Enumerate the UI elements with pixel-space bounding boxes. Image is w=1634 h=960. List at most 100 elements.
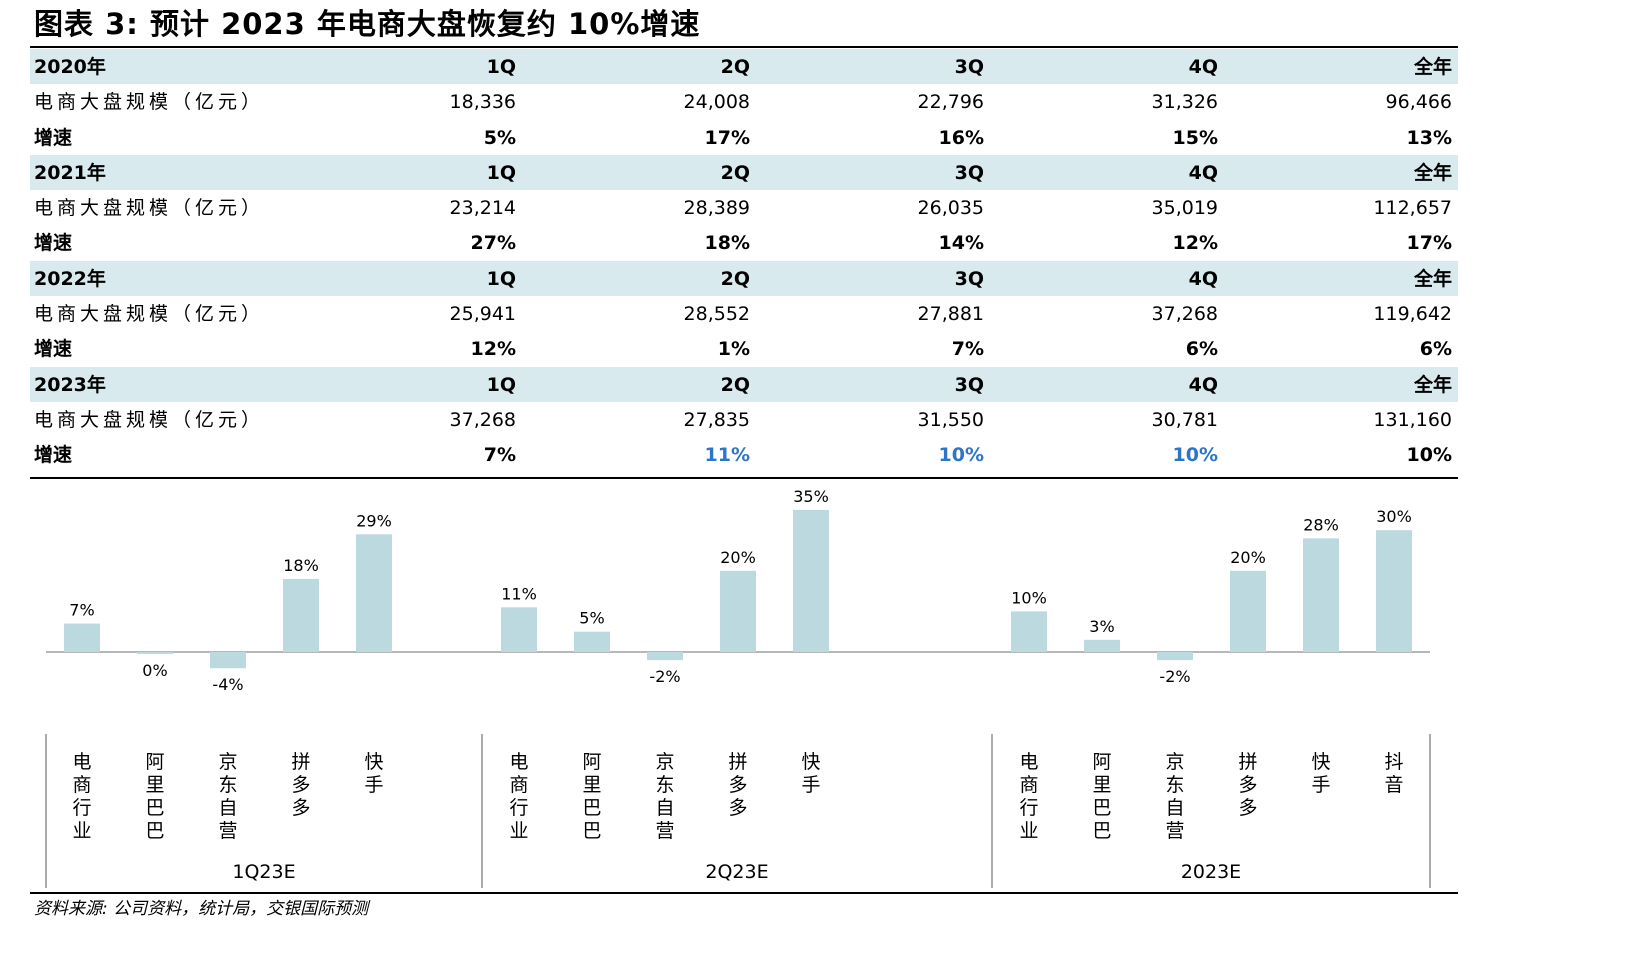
category-label-char: 多: [291, 797, 310, 819]
data-label: 20%: [720, 548, 756, 567]
scale-row: 电商大盘规模（亿元） 18,336 24,008 22,796 31,326 96,466: [30, 84, 1458, 119]
table-cell: 3Q: [954, 161, 984, 184]
table-cell: 5%: [483, 126, 516, 149]
data-label: 7%: [69, 601, 94, 620]
table-top-rule: [30, 46, 1458, 48]
table-cell: 18,336: [449, 91, 516, 114]
category-label-char: 业: [72, 820, 91, 842]
table-cell: 22,796: [917, 91, 984, 114]
table-cell: 全年: [1413, 373, 1452, 396]
row-label: 电商大盘规模（亿元）: [34, 197, 265, 220]
table-cell: 17%: [704, 126, 750, 149]
scale-row: 电商大盘规模（亿元） 37,268 27,835 31,550 30,781 131,16…: [30, 402, 1458, 437]
bar: [137, 652, 173, 654]
bar: [1157, 652, 1193, 661]
category-label-char: 东: [1165, 774, 1184, 796]
category-label-char: 快: [1311, 751, 1330, 773]
table-cell: 35,019: [1151, 197, 1218, 220]
table-cell: 10%: [1406, 444, 1452, 467]
table-cell: 1Q: [486, 56, 516, 78]
bar: [1230, 570, 1266, 652]
data-label: 28%: [1303, 515, 1339, 534]
category-label-char: 音: [1384, 774, 1403, 796]
table-cell: 4Q: [1188, 267, 1218, 290]
category-label-char: 东: [655, 774, 674, 796]
category-label-char: 行: [1019, 797, 1038, 819]
data-label: 30%: [1376, 507, 1412, 526]
category-label-char: 巴: [145, 797, 164, 819]
table-cell: 全年: [1413, 56, 1452, 78]
category-label-char: 商: [1019, 774, 1038, 796]
category-label-char: 拼: [1238, 751, 1257, 773]
category-label-char: 快: [364, 751, 383, 773]
table-cell: 26,035: [917, 197, 984, 220]
group-label: 2Q23E: [705, 861, 768, 883]
table-cell: 3Q: [954, 267, 984, 290]
category-label-char: 自: [655, 797, 674, 819]
category-label-char: 商: [509, 774, 528, 796]
category-label-char: 多: [1238, 774, 1257, 796]
row-label: 2023年: [34, 373, 106, 396]
category-label-char: 京: [218, 751, 237, 773]
table-cell: 1Q: [486, 161, 516, 184]
table-cell: 25,941: [449, 303, 516, 326]
table-header-row: 2020年 1Q 2Q 3Q 4Q 全年: [30, 49, 1458, 85]
table-cell: 1Q: [486, 373, 516, 396]
table-cell: 6%: [1419, 338, 1452, 361]
figure-title: 图表 3: 预计 2023 年电商大盘恢复约 10%增速: [34, 7, 701, 41]
row-label: 2020年: [34, 56, 106, 78]
table-cell: 11%: [704, 444, 750, 467]
category-label-char: 手: [364, 774, 383, 796]
table-cell: 7%: [951, 338, 984, 361]
table-cell: 4Q: [1188, 161, 1218, 184]
table-bottom-rule: [30, 477, 1458, 479]
table-cell: 6%: [1185, 338, 1218, 361]
row-label: 增速: [34, 444, 73, 467]
scale-row: 电商大盘规模（亿元） 25,941 28,552 27,881 37,268 119,64…: [30, 296, 1458, 331]
bar: [793, 509, 829, 652]
table-cell: 27,835: [683, 408, 750, 431]
table-cell: 23,214: [449, 197, 516, 220]
bar: [501, 607, 537, 652]
data-label: 35%: [793, 487, 829, 506]
ecommerce-market-table: 2020年 1Q 2Q 3Q 4Q 全年 电商大盘规模（亿元） 18,336 24,008 22,…: [30, 49, 1458, 473]
growth-row: 增速 27% 18% 14% 12% 17%: [30, 225, 1458, 260]
table-cell: 37,268: [1151, 303, 1218, 326]
category-label-char: 电: [72, 751, 91, 773]
table-cell: 112,657: [1373, 197, 1452, 220]
growth-row: 增速 12% 1% 7% 6% 6%: [30, 331, 1458, 366]
table-header-row: 2021年 1Q 2Q 3Q 4Q 全年: [30, 154, 1458, 191]
table-header-row: 2023年 1Q 2Q 3Q 4Q 全年: [30, 366, 1458, 402]
row-label: 电商大盘规模（亿元）: [34, 408, 265, 431]
table-cell: 3Q: [954, 373, 984, 396]
data-label: 18%: [283, 556, 319, 575]
table-cell: 27,881: [917, 303, 984, 326]
table-cell: 4Q: [1188, 56, 1218, 78]
bar: [1011, 611, 1047, 652]
category-label-char: 营: [218, 820, 237, 842]
row-label: 增速: [34, 232, 73, 255]
category-label-char: 商: [72, 774, 91, 796]
bar: [647, 652, 683, 661]
data-label: 3%: [1089, 617, 1114, 636]
category-label-char: 业: [1019, 820, 1038, 842]
category-label-char: 抖: [1384, 751, 1403, 773]
table-cell: 1Q: [486, 267, 516, 290]
table-cell: 28,389: [683, 197, 750, 220]
bar: [720, 570, 756, 652]
category-label-char: 电: [1019, 751, 1038, 773]
table-cell: 28,552: [683, 303, 750, 326]
table-cell: 31,326: [1151, 91, 1218, 114]
category-label-char: 营: [1165, 820, 1184, 842]
row-label: 2022年: [34, 267, 106, 290]
data-label: 29%: [356, 511, 392, 530]
row-label: 电商大盘规模（亿元）: [34, 91, 265, 114]
category-label-char: 巴: [145, 820, 164, 842]
bar: [356, 534, 392, 652]
table-cell: 37,268: [449, 408, 516, 431]
row-label: 电商大盘规模（亿元）: [34, 303, 265, 326]
bar: [574, 631, 610, 652]
table-cell: 31,550: [917, 408, 984, 431]
bar: [64, 623, 100, 652]
